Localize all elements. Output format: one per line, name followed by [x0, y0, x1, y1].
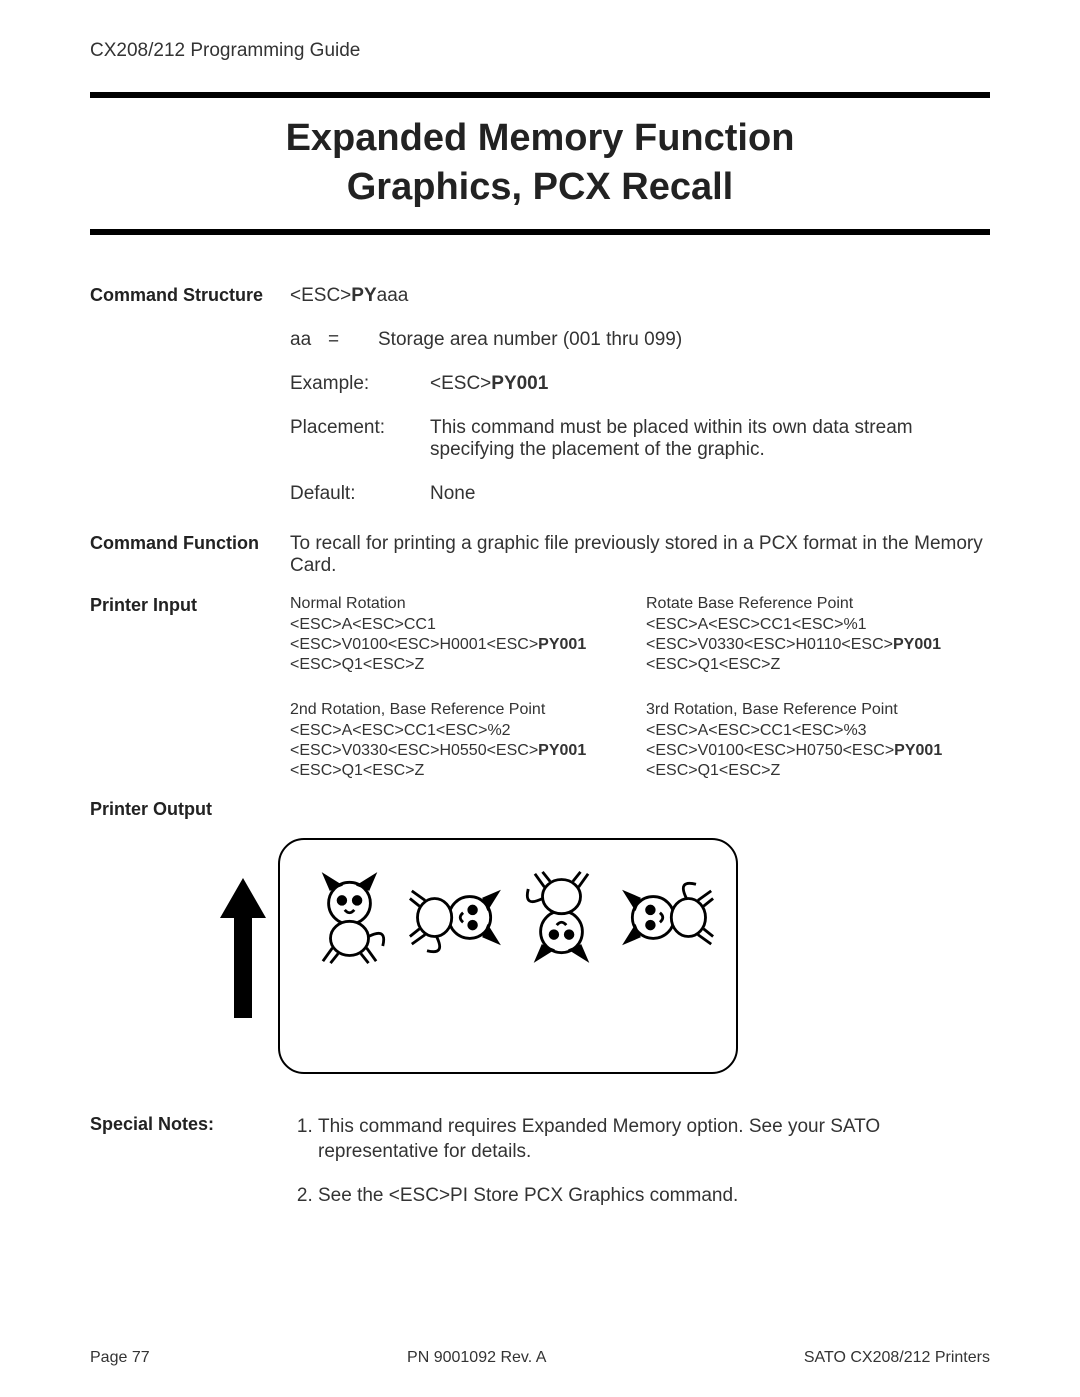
- cb1-l1: <ESC>A<ESC>CC1<ESC>%1: [646, 615, 990, 635]
- command-function-label: Command Function: [90, 533, 290, 577]
- cb0-title: Normal Rotation: [290, 595, 634, 613]
- param-row: aa = Storage area number (001 thru 099): [290, 329, 990, 351]
- placement-row: Placement: This command must be placed w…: [290, 417, 990, 461]
- command-structure-label: Command Structure: [90, 285, 290, 515]
- default-text: None: [430, 483, 990, 505]
- code-block-1: Rotate Base Reference Point <ESC>A<ESC>C…: [646, 595, 990, 675]
- printer-input-label: Printer Input: [90, 595, 290, 781]
- cb2-l1: <ESC>A<ESC>CC1<ESC>%2: [290, 721, 634, 741]
- cb3-l3: <ESC>Q1<ESC>Z: [646, 761, 990, 781]
- title-line-1: Expanded Memory Function: [286, 117, 795, 159]
- ex-bold: PY001: [491, 373, 548, 394]
- footer-center: PN 9001092 Rev. A: [407, 1349, 546, 1367]
- command-structure-row: Command Structure <ESC>PYaaa aa = Storag…: [90, 285, 990, 515]
- bottom-rule: [90, 229, 990, 235]
- code-block-0: Normal Rotation <ESC>A<ESC>CC1 <ESC>V010…: [290, 595, 634, 675]
- param-key: aa: [290, 329, 328, 351]
- example-row: Example: <ESC>PY001: [290, 373, 990, 395]
- cb3-title: 3rd Rotation, Base Reference Point: [646, 701, 990, 719]
- special-notes-label: Special Notes:: [90, 1114, 290, 1227]
- code-grid: Normal Rotation <ESC>A<ESC>CC1 <ESC>V010…: [290, 595, 990, 781]
- printer-input-value: Normal Rotation <ESC>A<ESC>CC1 <ESC>V010…: [290, 595, 990, 781]
- default-row: Default: None: [290, 483, 990, 505]
- code-block-3: 3rd Rotation, Base Reference Point <ESC>…: [646, 701, 990, 781]
- cat-graphic-0: [302, 870, 397, 965]
- placement-label: Placement:: [290, 417, 430, 461]
- cs-prefix: <ESC>: [290, 285, 351, 306]
- cb2-l3: <ESC>Q1<ESC>Z: [290, 761, 634, 781]
- cb0-l1: <ESC>A<ESC>CC1: [290, 615, 634, 635]
- note-2: See the <ESC>PI Store PCX Graphics comma…: [318, 1183, 990, 1209]
- special-notes-row: Special Notes: This command requires Exp…: [90, 1114, 990, 1227]
- top-rule: [90, 92, 990, 98]
- feed-arrow-icon: [220, 878, 266, 1018]
- example-value: <ESC>PY001: [430, 373, 990, 395]
- printer-input-row: Printer Input Normal Rotation <ESC>A<ESC…: [90, 595, 990, 781]
- cb0-l2: <ESC>V0100<ESC>H0001<ESC>PY001: [290, 635, 634, 655]
- cb2-l2: <ESC>V0330<ESC>H0550<ESC>PY001: [290, 741, 634, 761]
- example-label: Example:: [290, 373, 430, 395]
- ex-prefix: <ESC>: [430, 373, 491, 394]
- param-eq: =: [328, 329, 378, 351]
- content-area: Command Structure <ESC>PYaaa aa = Storag…: [90, 285, 990, 1227]
- placement-text: This command must be placed within its o…: [430, 417, 990, 461]
- cb2-title: 2nd Rotation, Base Reference Point: [290, 701, 634, 719]
- page-title: Expanded Memory Function Graphics, PCX R…: [90, 114, 990, 213]
- cat-graphic-3: [620, 870, 715, 965]
- doc-header: CX208/212 Programming Guide: [90, 40, 990, 62]
- page-footer: Page 77 PN 9001092 Rev. A SATO CX208/212…: [90, 1349, 990, 1367]
- default-label: Default:: [290, 483, 430, 505]
- special-notes-value: This command requires Expanded Memory op…: [290, 1114, 990, 1227]
- cat-graphic-2: [514, 870, 609, 965]
- cb3-l1: <ESC>A<ESC>CC1<ESC>%3: [646, 721, 990, 741]
- param-desc: Storage area number (001 thru 099): [378, 329, 990, 351]
- printer-output-value: [290, 799, 990, 820]
- footer-left: Page 77: [90, 1349, 150, 1367]
- cb1-l2: <ESC>V0330<ESC>H0110<ESC>PY001: [646, 635, 990, 655]
- command-structure-value: <ESC>PYaaa aa = Storage area number (001…: [290, 285, 990, 515]
- command-function-text: To recall for printing a graphic file pr…: [290, 533, 990, 577]
- notes-list: This command requires Expanded Memory op…: [290, 1114, 990, 1209]
- note-1: This command requires Expanded Memory op…: [318, 1114, 990, 1165]
- printer-output-row: Printer Output: [90, 799, 990, 820]
- title-line-2: Graphics, PCX Recall: [347, 166, 734, 208]
- command-function-row: Command Function To recall for printing …: [90, 533, 990, 577]
- cs-suffix: aaa: [377, 285, 409, 306]
- output-box: [278, 838, 738, 1074]
- footer-right: SATO CX208/212 Printers: [804, 1349, 990, 1367]
- cb0-l3: <ESC>Q1<ESC>Z: [290, 655, 634, 675]
- cb1-title: Rotate Base Reference Point: [646, 595, 990, 613]
- cb1-l3: <ESC>Q1<ESC>Z: [646, 655, 990, 675]
- cb3-l2: <ESC>V0100<ESC>H0750<ESC>PY001: [646, 741, 990, 761]
- output-wrap: [90, 838, 990, 1074]
- cs-bold: PY: [351, 285, 376, 306]
- printer-output-label: Printer Output: [90, 799, 290, 820]
- code-block-2: 2nd Rotation, Base Reference Point <ESC>…: [290, 701, 634, 781]
- cat-graphic-1: [408, 870, 503, 965]
